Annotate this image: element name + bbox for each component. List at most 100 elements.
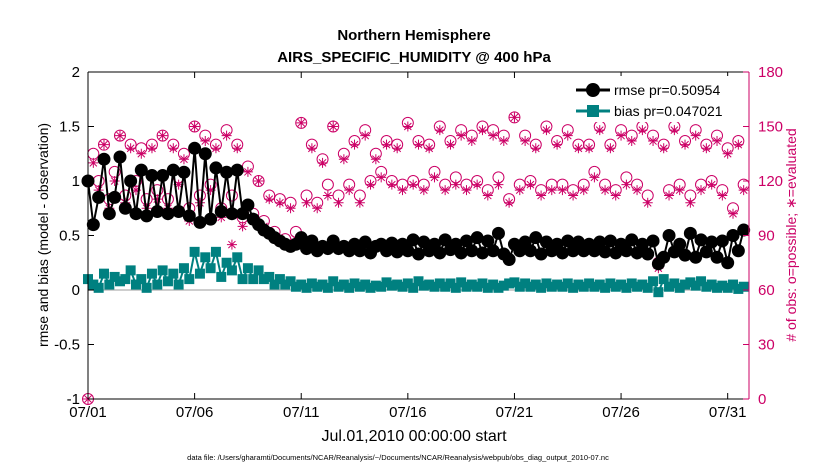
x-tick-label: 07/21: [496, 404, 534, 421]
rmse-point: [619, 244, 633, 258]
rmse-point: [401, 244, 415, 258]
bias-point: [194, 268, 205, 279]
obs-evaluated-point: [173, 179, 184, 190]
rmse-point: [683, 226, 697, 240]
bias-point: [317, 279, 328, 290]
bias-point: [578, 281, 589, 292]
obs-evaluated-point: [605, 143, 616, 154]
rmse-point: [177, 165, 191, 179]
rmse-point: [555, 246, 569, 260]
obs-evaluated-point: [328, 121, 339, 132]
obs-evaluated-point: [445, 139, 456, 150]
obs-evaluated-point: [109, 176, 120, 186]
bias-point: [482, 282, 493, 293]
rmse-point: [486, 244, 500, 258]
obs-evaluated-point: [285, 203, 296, 214]
rmse-point: [209, 161, 223, 175]
bias-point: [461, 281, 472, 292]
bias-point: [520, 278, 531, 289]
bias-point: [344, 282, 355, 293]
rmse-point: [305, 234, 319, 248]
obs-evaluated-point: [520, 136, 531, 147]
bias-point: [242, 263, 253, 274]
metric-series-group: [81, 141, 751, 298]
rmse-point: [172, 205, 186, 219]
y-tick-label: 2: [72, 64, 80, 81]
rmse-point: [108, 190, 122, 204]
bias-point: [610, 281, 621, 292]
bias-point: [141, 282, 152, 293]
rmse-point: [737, 223, 751, 237]
obs-evaluated-point: [584, 143, 595, 154]
bias-point: [386, 280, 397, 291]
rmse-point: [118, 201, 132, 215]
bias-point: [514, 281, 525, 292]
rmse-point: [726, 229, 740, 242]
rmse-point: [145, 169, 159, 183]
obs-evaluated-point: [354, 197, 365, 208]
bias-point: [626, 278, 637, 289]
obs-evaluated-point: [472, 179, 483, 190]
obs-evaluated-point: [253, 176, 264, 186]
obs-evaluated-point: [386, 179, 397, 190]
bias-point: [162, 276, 173, 287]
obs-evaluated-point: [637, 125, 648, 136]
obs-evaluated-point: [178, 154, 189, 165]
rmse-point: [561, 234, 575, 248]
obs-possible-point: [188, 120, 201, 133]
obs-evaluated-point: [402, 121, 413, 132]
obs-evaluated-point: [530, 143, 541, 154]
bias-point: [338, 279, 349, 290]
y-tick-label: 0.5: [59, 228, 80, 245]
obs-evaluated-point: [360, 130, 371, 141]
bias-point: [664, 281, 675, 292]
bias-point: [301, 282, 312, 293]
bias-point: [152, 279, 163, 290]
bias-point: [722, 282, 733, 293]
bias-point: [530, 279, 541, 290]
legend-bias-marker: [587, 105, 599, 117]
obs-evaluated-point: [450, 179, 461, 190]
bias-point: [312, 281, 323, 292]
obs-evaluated-point: [536, 190, 547, 201]
obs-evaluated-point: [546, 185, 557, 196]
legend-bias-label: bias pr=0.047021: [614, 103, 723, 119]
obs-evaluated-point: [88, 157, 99, 168]
bias-point: [493, 282, 504, 293]
obs-evaluated-point: [226, 239, 237, 250]
bias-point: [594, 279, 605, 290]
obs-possible-point: [156, 129, 169, 142]
bias-point: [733, 283, 744, 294]
obs-evaluated-point: [232, 143, 243, 154]
bias-point: [173, 279, 184, 290]
obs-evaluated-point: [648, 136, 659, 147]
y-tick-label: -1: [67, 391, 80, 408]
rmse-point: [523, 244, 537, 258]
bias-point: [402, 278, 413, 289]
obs-evaluated-point: [152, 194, 163, 205]
bias-point: [658, 274, 669, 285]
rmse-point: [86, 218, 100, 232]
y-tick-label: 0: [72, 282, 80, 299]
legend-rmse-marker: [586, 83, 600, 97]
rmse-point: [230, 163, 244, 177]
obs-possible-point: [508, 111, 521, 124]
obs-evaluated-point: [658, 143, 669, 154]
bias-point: [178, 263, 189, 274]
bias-point: [370, 280, 381, 291]
rmse-point: [475, 246, 489, 260]
chart-title-line-1: Northern Hemisphere: [337, 27, 490, 44]
bias-point: [232, 252, 243, 263]
obs-evaluated-point: [552, 139, 563, 150]
bias-point: [653, 287, 664, 298]
rmse-point: [657, 250, 671, 264]
bias-point: [504, 278, 515, 289]
obs-evaluated-point: [685, 197, 696, 208]
bias-point: [248, 274, 259, 285]
rmse-point: [140, 209, 154, 223]
bias-point: [120, 274, 131, 285]
bias-point: [632, 281, 643, 292]
obs-evaluated-point: [600, 185, 611, 196]
obs-evaluated-point: [525, 179, 536, 190]
bias-point: [584, 278, 595, 289]
